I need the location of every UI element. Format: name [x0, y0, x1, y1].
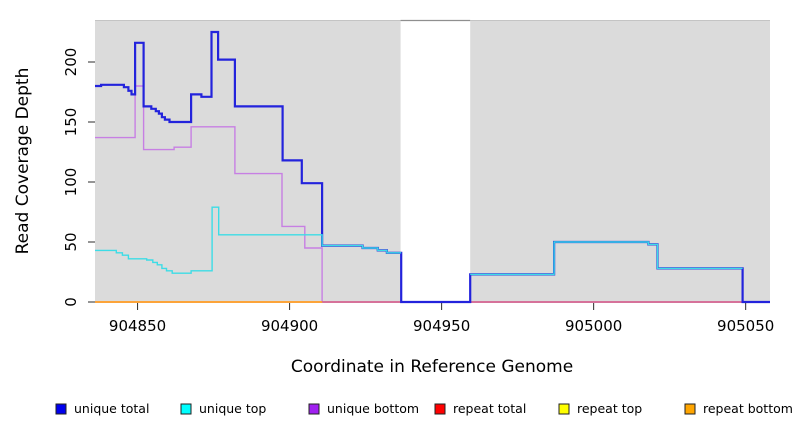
masked-region-band [95, 19, 770, 303]
masked-region-rect [400, 20, 471, 303]
series-line-unique-top-seg1 [95, 206, 402, 274]
y-tick-label: 50 [62, 232, 80, 251]
legend-label: repeat top [577, 401, 642, 416]
legend-label: repeat total [453, 401, 526, 416]
legend-swatch-unique-total [55, 403, 67, 415]
x-tick-label: 905000 [565, 317, 622, 335]
series-line-unique-top-seg2 [470, 241, 743, 276]
legend-item-repeat-bottom: repeat bottom [684, 401, 792, 416]
legend-swatch-repeat-bottom [684, 403, 696, 415]
legend: unique total unique top unique bottom repea… [55, 401, 792, 416]
legend-swatch-repeat-total [434, 403, 446, 415]
legend-item-repeat-top: repeat top [558, 401, 642, 416]
y-tick-label: 150 [62, 108, 80, 137]
y-tick-label: 200 [62, 48, 80, 77]
legend-label: repeat bottom [703, 401, 792, 416]
x-tick-label: 905050 [717, 317, 774, 335]
y-tick-label: 0 [62, 297, 80, 307]
legend-item-unique-top: unique top [180, 401, 266, 416]
y-axis-title: Read Coverage Depth [13, 68, 33, 255]
legend-label: unique total [74, 401, 149, 416]
series-lines [95, 30, 770, 304]
legend-swatch-unique-bottom [308, 403, 320, 415]
y-tick-label: 100 [62, 168, 80, 197]
x-tick-label: 904900 [261, 317, 318, 335]
legend-item-unique-total: unique total [55, 401, 149, 416]
legend-label: unique bottom [327, 401, 419, 416]
x-axis: 904850 904900 904950 905000 905050 [109, 303, 774, 335]
legend-swatch-unique-top [180, 403, 192, 415]
x-tick-label: 904950 [413, 317, 470, 335]
legend-swatch-repeat-top [558, 403, 570, 415]
legend-label: unique top [199, 401, 266, 416]
y-axis: 0 50 100 150 200 [62, 48, 95, 307]
legend-item-unique-bottom: unique bottom [308, 401, 419, 416]
x-axis-title: Coordinate in Reference Genome [291, 357, 573, 377]
series-line-unique-total [95, 30, 770, 304]
series-line-unique-bottom [95, 85, 770, 303]
x-tick-label: 904850 [109, 317, 166, 335]
legend-item-repeat-total: repeat total [434, 401, 526, 416]
